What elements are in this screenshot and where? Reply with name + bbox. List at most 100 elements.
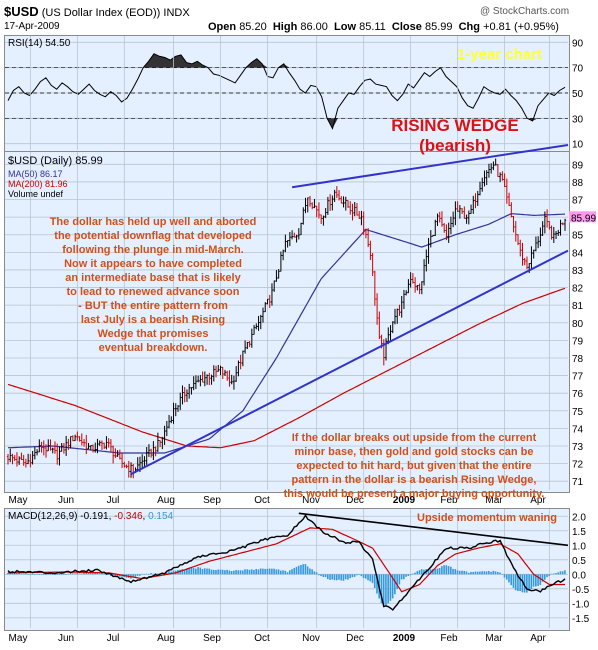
rsi-tick-label: 90 — [572, 38, 584, 49]
macd-histogram-bar — [552, 573, 555, 575]
macd-line — [7, 513, 566, 611]
macd-histogram-bar — [367, 574, 369, 581]
macd-histogram-bar — [557, 572, 559, 575]
macd-histogram-bar — [349, 574, 351, 579]
macd-x-label: Sep — [203, 633, 221, 644]
macd-histogram-bar — [550, 573, 553, 575]
macd-histogram-bar — [438, 568, 441, 575]
macd-histogram-bar — [523, 574, 526, 593]
macd-histogram-bar — [447, 566, 450, 575]
macd-histogram-bar — [150, 573, 152, 575]
macd-histogram-bar — [313, 571, 316, 575]
macd-histogram-bar — [156, 573, 159, 575]
symbol-label: $USD — [4, 4, 39, 19]
macd-histogram-bar — [541, 574, 544, 582]
macd-histogram-bar — [548, 574, 551, 577]
macd-histogram-bar — [329, 574, 331, 580]
macd-histogram-bar — [71, 573, 74, 575]
macd-histogram-bar — [27, 573, 29, 575]
macd-histogram-bar — [405, 574, 407, 577]
price-tick-label: 87 — [572, 196, 584, 207]
ma200-label: MA(200) 81.96 — [8, 179, 68, 189]
macd-histogram-bar — [63, 574, 65, 575]
macd-histogram-bar — [170, 571, 172, 575]
macd-tick-label: 0.0 — [572, 570, 586, 581]
price-tick-label: 84 — [572, 248, 584, 259]
ohlc-row: Open 85.20 High 86.00 Low 85.11 Close 85… — [208, 21, 559, 33]
price-tick-label: 71 — [572, 477, 584, 488]
macd-histogram-bar — [250, 569, 253, 575]
macd-histogram-bar — [24, 573, 27, 575]
macd-histogram-bar — [429, 569, 432, 575]
price-x-label: Jun — [58, 495, 74, 506]
macd-histogram-bar — [519, 574, 521, 592]
price-x-label: Apr — [530, 495, 546, 506]
price-x-label: Aug — [157, 495, 175, 506]
macd-histogram-bar — [490, 571, 492, 575]
macd-histogram-bar — [199, 567, 202, 575]
macd-histogram-bar — [143, 574, 146, 575]
macd-histogram-bar — [239, 570, 242, 575]
macd-histogram-bar — [284, 570, 287, 575]
price-tick-label: 78 — [572, 354, 584, 365]
macd-histogram-bar — [233, 570, 235, 575]
rsi-tick-label: 10 — [572, 140, 584, 151]
macd-histogram-bar — [543, 574, 546, 580]
macd-histogram-bar — [309, 568, 311, 575]
macd-histogram-bar — [76, 572, 79, 575]
macd-histogram-bar — [461, 570, 463, 575]
macd-histogram-bar — [407, 574, 410, 576]
macd-histogram-bar — [481, 571, 483, 575]
macd-x-label: 2009 — [393, 633, 416, 644]
price-tick-label: 81 — [572, 301, 584, 312]
high-value: 86.00 — [300, 21, 328, 33]
macd-histogram-bar — [101, 572, 103, 575]
macd-histogram-bar — [396, 574, 398, 589]
macd-histogram-bar — [503, 574, 506, 578]
macd-histogram-bar — [532, 574, 535, 587]
hist-value: 0.154 — [148, 511, 174, 522]
macd-histogram-bar — [148, 574, 150, 575]
macd-histogram-bar — [271, 568, 273, 575]
macd-histogram-bar — [152, 573, 155, 575]
macd-histogram-bar — [280, 570, 282, 575]
macd-histogram-bar — [555, 573, 557, 575]
macd-histogram-bar — [132, 574, 134, 577]
macd-histogram-bar — [358, 574, 360, 575]
open-label: Open — [208, 21, 237, 33]
price-x-label: May — [9, 495, 28, 506]
macd-histogram-bar — [33, 574, 36, 575]
index-name-label: (US Dollar Index (EOD)) — [41, 7, 161, 19]
macd-histogram-bar — [418, 570, 421, 575]
macd-histogram-bar — [501, 573, 504, 575]
macd-histogram-bar — [277, 569, 280, 575]
macd-histogram-bar — [224, 570, 226, 575]
ma50-line — [8, 212, 566, 454]
macd-histogram-bar — [58, 574, 61, 575]
wedge-upper-line — [291, 143, 569, 189]
macd-histogram-bar — [331, 574, 334, 580]
macd-histogram-bar — [517, 574, 519, 591]
macd-histogram-bar — [450, 566, 452, 575]
macd-histogram-bar — [398, 574, 401, 585]
macd-tick-label: -1.5 — [572, 614, 590, 625]
macd-histogram-bar — [465, 571, 468, 575]
macd-signal-line — [7, 527, 565, 593]
macd-histogram-bar — [246, 569, 249, 575]
macd-histogram-bar — [476, 571, 479, 575]
macd-histogram-bar — [36, 573, 38, 575]
macd-tick-label: -0.5 — [572, 585, 590, 596]
macd-histogram-bar — [443, 565, 445, 575]
macd-label: MACD(12,26,9) — [8, 511, 78, 522]
macd-tick-label: 1.5 — [572, 527, 586, 538]
macd-histogram-bar — [463, 570, 466, 575]
macd-histogram-bar — [297, 565, 300, 575]
price-x-label: 2009 — [393, 495, 416, 506]
macd-histogram-bar — [474, 571, 477, 575]
macd-histogram-bar — [561, 571, 564, 575]
macd-histogram-bar — [488, 571, 490, 575]
macd-histogram-bar — [423, 569, 425, 575]
macd-histogram-bar — [266, 568, 269, 575]
